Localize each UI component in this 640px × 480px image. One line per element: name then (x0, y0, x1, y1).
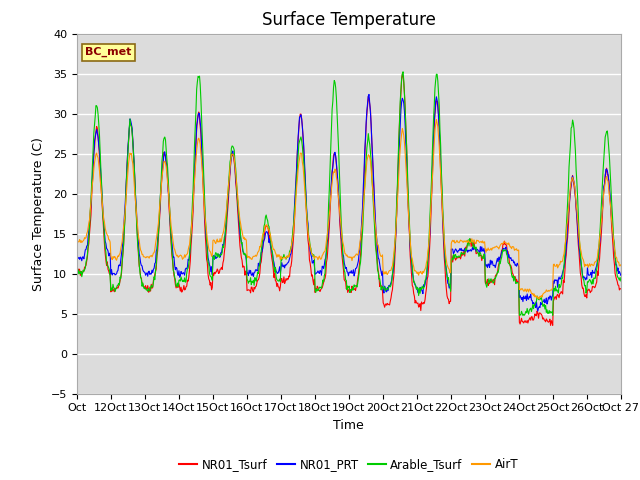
Title: Surface Temperature: Surface Temperature (262, 11, 436, 29)
X-axis label: Time: Time (333, 419, 364, 432)
Text: BC_met: BC_met (85, 47, 131, 58)
Legend: NR01_Tsurf, NR01_PRT, Arable_Tsurf, AirT: NR01_Tsurf, NR01_PRT, Arable_Tsurf, AirT (175, 454, 523, 476)
Y-axis label: Surface Temperature (C): Surface Temperature (C) (32, 137, 45, 290)
